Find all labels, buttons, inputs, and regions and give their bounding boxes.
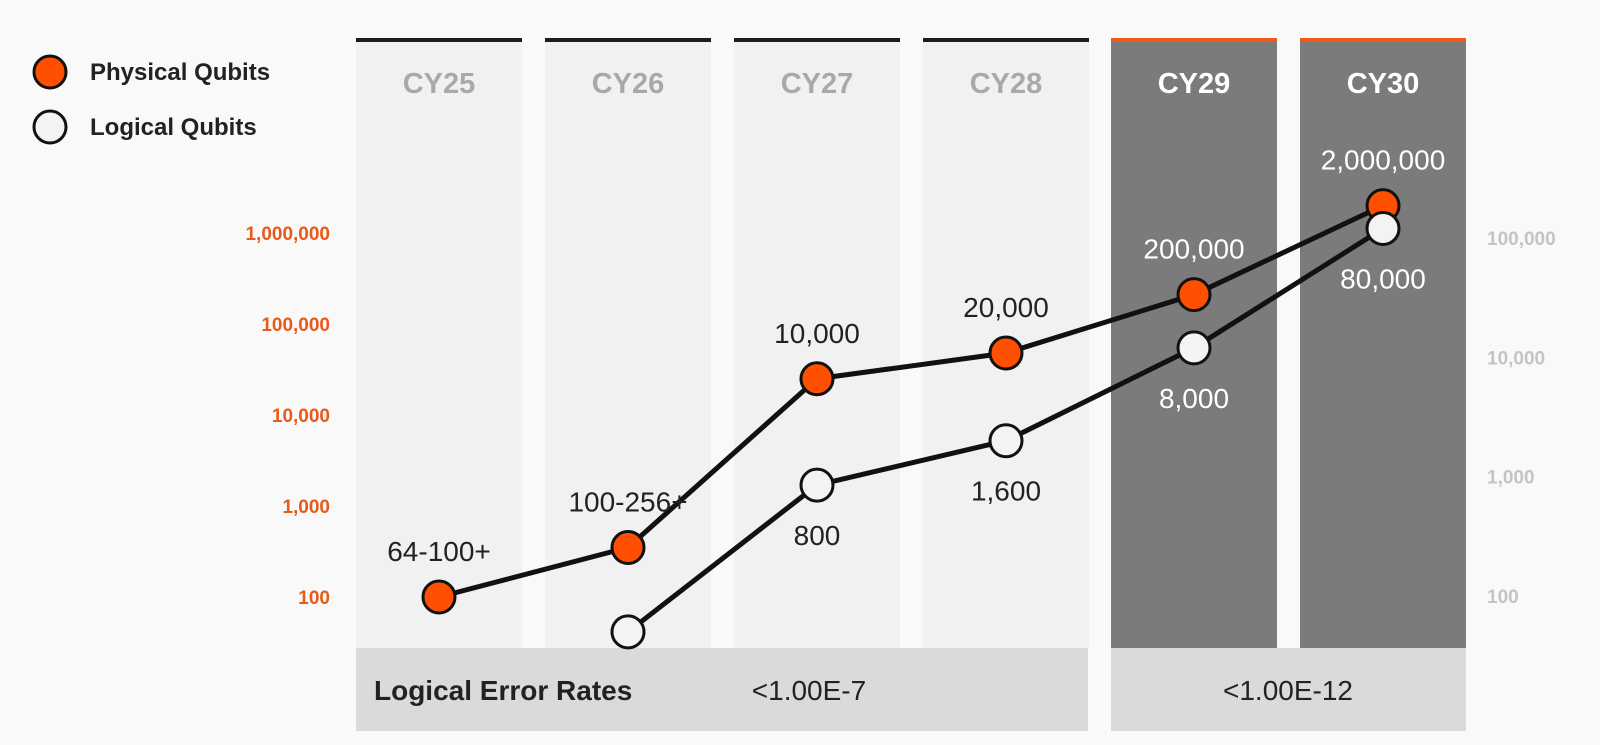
error-rate-group-2: <1.00E-12 — [1223, 675, 1353, 706]
column-header-cy29: CY29 — [1158, 68, 1231, 100]
column-header-cy26: CY26 — [592, 68, 665, 100]
column-header-cy27: CY27 — [781, 68, 854, 100]
column-cy27 — [734, 42, 900, 648]
logical-label-cy28: 1,600 — [971, 476, 1041, 507]
logical-point-cy29 — [1176, 330, 1212, 366]
logical-label-cy27: 800 — [794, 520, 841, 551]
left-axis: 100 1,000 10,000 100,000 1,000,000 — [245, 224, 330, 609]
legend-logical-label: Logical Qubits — [90, 114, 257, 141]
logical-point-cy30 — [1365, 211, 1401, 247]
column-top-bar-cy26 — [545, 38, 711, 42]
physical-label-cy28: 20,000 — [963, 292, 1049, 323]
column-header-cy25: CY25 — [403, 68, 476, 100]
physical-label-cy27: 10,000 — [774, 318, 860, 349]
error-rate-bands: Logical Error Rates <1.00E-7 <1.00E-12 — [356, 648, 1466, 731]
right-axis: 100 1,000 10,000 100,000 — [1487, 229, 1556, 608]
right-axis-tick-1-000: 1,000 — [1487, 468, 1535, 489]
error-band-group-1 — [356, 648, 1088, 731]
left-axis-tick-10-000: 10,000 — [272, 406, 330, 427]
right-axis-tick-10-000: 10,000 — [1487, 348, 1545, 369]
year-columns: CY25 CY26 CY27 CY28 CY29 CY30 — [356, 38, 1466, 648]
logical-point-cy28 — [988, 423, 1024, 459]
column-header-cy28: CY28 — [970, 68, 1043, 100]
physical-point-cy28 — [988, 335, 1024, 371]
column-cy30 — [1300, 42, 1466, 648]
right-axis-tick-100-000: 100,000 — [1487, 229, 1556, 250]
error-rate-group-1: <1.00E-7 — [752, 675, 866, 706]
left-axis-tick-100-000: 100,000 — [261, 315, 330, 336]
logical-point-cy27 — [799, 467, 835, 503]
physical-label-cy25: 64-100+ — [387, 536, 491, 567]
error-band-group-2 — [1111, 648, 1466, 731]
column-top-bar-cy25 — [356, 38, 522, 42]
left-axis-tick-1-000: 1,000 — [282, 497, 330, 518]
physical-label-cy26: 100-256+ — [568, 486, 687, 517]
physical-point-cy25 — [421, 579, 457, 615]
right-axis-tick-100: 100 — [1487, 587, 1519, 608]
column-top-bar-cy30 — [1300, 38, 1466, 42]
physical-line — [438, 203, 1385, 600]
logical-label-cy30: 80,000 — [1340, 264, 1426, 295]
left-axis-tick-1-000-000: 1,000,000 — [245, 224, 330, 245]
logical-point-cy26 — [610, 614, 646, 650]
left-axis-tick-100: 100 — [298, 588, 330, 609]
column-cy25 — [356, 42, 522, 648]
column-top-bar-cy29 — [1111, 38, 1277, 42]
physical-label-cy29: 200,000 — [1143, 234, 1244, 265]
column-header-cy30: CY30 — [1347, 68, 1420, 100]
series-layer: 64-100+ 100-256+ 10,000 20,000 200,000 2,000,… — [387, 145, 1446, 650]
legend-physical-label: Physical Qubits — [90, 59, 270, 86]
column-top-bar-cy27 — [734, 38, 900, 42]
logical-label-cy29: 8,000 — [1159, 383, 1229, 414]
error-rates-label: Logical Error Rates — [374, 675, 632, 706]
physical-label-cy30: 2,000,000 — [1321, 145, 1446, 176]
legend: Physical Qubits Logical Qubits — [32, 54, 270, 145]
column-top-bar-cy28 — [923, 38, 1089, 42]
legend-physical-marker — [32, 54, 68, 90]
legend-logical-marker — [32, 109, 68, 145]
physical-point-cy29 — [1176, 277, 1212, 313]
physical-point-cy27 — [799, 361, 835, 397]
physical-point-cy26 — [610, 529, 646, 565]
